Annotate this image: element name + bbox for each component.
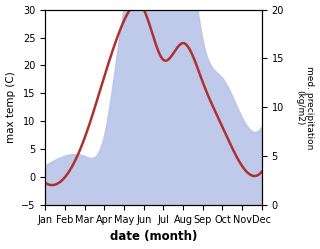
Y-axis label: med. precipitation
(kg/m2): med. precipitation (kg/m2) <box>295 66 315 149</box>
X-axis label: date (month): date (month) <box>110 230 197 244</box>
Y-axis label: max temp (C): max temp (C) <box>5 71 16 143</box>
